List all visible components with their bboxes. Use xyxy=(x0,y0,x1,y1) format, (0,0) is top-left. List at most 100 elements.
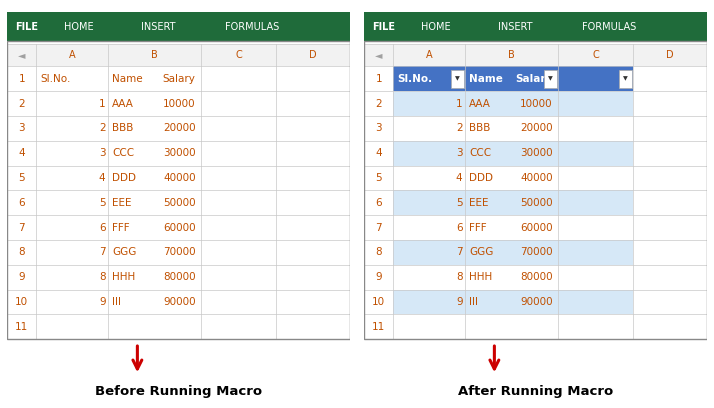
Text: D: D xyxy=(666,51,674,60)
Text: AAA: AAA xyxy=(112,99,134,109)
Text: CCC: CCC xyxy=(112,148,134,158)
Text: 40000: 40000 xyxy=(520,173,553,183)
Text: 60000: 60000 xyxy=(520,223,553,233)
Text: INSERT: INSERT xyxy=(141,22,175,32)
Text: FILE: FILE xyxy=(15,22,39,32)
FancyBboxPatch shape xyxy=(544,69,557,88)
Bar xyxy=(7,44,350,67)
Text: Sl.No.: Sl.No. xyxy=(398,74,433,84)
Text: 4: 4 xyxy=(376,148,382,158)
Text: 90000: 90000 xyxy=(163,297,196,307)
Text: EEE: EEE xyxy=(469,198,489,208)
Bar xyxy=(393,141,633,166)
Text: 2: 2 xyxy=(99,124,106,133)
Text: B: B xyxy=(508,51,515,60)
Text: Before Running Macro: Before Running Macro xyxy=(95,385,262,398)
Text: FFF: FFF xyxy=(112,223,130,233)
Text: EEE: EEE xyxy=(112,198,132,208)
Text: FORMULAS: FORMULAS xyxy=(225,22,279,32)
Text: 8: 8 xyxy=(376,247,382,257)
Text: III: III xyxy=(112,297,121,307)
Text: 5: 5 xyxy=(19,173,25,183)
Text: BBB: BBB xyxy=(112,124,134,133)
Text: HOME: HOME xyxy=(64,22,94,32)
FancyBboxPatch shape xyxy=(619,69,632,88)
Text: 5: 5 xyxy=(456,198,463,208)
Text: 50000: 50000 xyxy=(520,198,553,208)
Text: 9: 9 xyxy=(376,272,382,282)
Text: 3: 3 xyxy=(376,124,382,133)
Bar xyxy=(7,12,46,41)
Bar xyxy=(393,91,633,116)
Text: 40000: 40000 xyxy=(163,173,196,183)
Text: 90000: 90000 xyxy=(520,297,553,307)
Text: AAA: AAA xyxy=(469,99,491,109)
Text: A: A xyxy=(69,51,76,60)
Text: 5: 5 xyxy=(99,198,106,208)
Text: Sl.No.: Sl.No. xyxy=(41,74,71,84)
Text: 1: 1 xyxy=(376,74,382,84)
Bar xyxy=(393,67,633,91)
Text: ▼: ▼ xyxy=(623,76,628,81)
Text: 6: 6 xyxy=(99,223,106,233)
Text: 7: 7 xyxy=(456,247,463,257)
Text: INSERT: INSERT xyxy=(498,22,532,32)
Bar xyxy=(393,240,633,265)
Text: 6: 6 xyxy=(376,198,382,208)
Text: D: D xyxy=(309,51,317,60)
Text: 3: 3 xyxy=(456,148,463,158)
Text: 30000: 30000 xyxy=(520,148,553,158)
Text: 30000: 30000 xyxy=(163,148,196,158)
Text: 70000: 70000 xyxy=(163,247,196,257)
Text: 80000: 80000 xyxy=(163,272,196,282)
Text: 10: 10 xyxy=(372,297,386,307)
Text: Name: Name xyxy=(469,74,503,84)
Text: 2: 2 xyxy=(19,99,25,109)
Text: 8: 8 xyxy=(99,272,106,282)
Text: A: A xyxy=(426,51,433,60)
Text: Salary: Salary xyxy=(516,74,553,84)
Bar xyxy=(393,191,633,215)
Text: 2: 2 xyxy=(376,99,382,109)
Text: HHH: HHH xyxy=(112,272,136,282)
Text: 9: 9 xyxy=(99,297,106,307)
Text: CCC: CCC xyxy=(469,148,491,158)
Text: 10: 10 xyxy=(15,297,29,307)
Bar xyxy=(364,44,707,67)
Bar xyxy=(393,290,633,314)
Text: 4: 4 xyxy=(19,148,25,158)
Text: 11: 11 xyxy=(15,322,29,332)
Text: BBB: BBB xyxy=(469,124,491,133)
Text: FILE: FILE xyxy=(372,22,396,32)
Text: FORMULAS: FORMULAS xyxy=(582,22,636,32)
Bar xyxy=(364,41,707,339)
Text: 6: 6 xyxy=(19,198,25,208)
Text: B: B xyxy=(151,51,158,60)
Text: Salary: Salary xyxy=(163,74,196,84)
Text: 3: 3 xyxy=(99,148,106,158)
Text: 80000: 80000 xyxy=(520,272,553,282)
Bar xyxy=(364,12,403,41)
Text: DDD: DDD xyxy=(469,173,493,183)
Text: 1: 1 xyxy=(19,74,25,84)
Text: GGG: GGG xyxy=(469,247,493,257)
Text: 11: 11 xyxy=(372,322,386,332)
Text: 7: 7 xyxy=(376,223,382,233)
Text: DDD: DDD xyxy=(112,173,136,183)
Bar xyxy=(364,12,707,41)
Text: 10000: 10000 xyxy=(163,99,196,109)
Text: 10000: 10000 xyxy=(520,99,553,109)
Text: ◄: ◄ xyxy=(375,51,383,60)
Text: C: C xyxy=(592,51,599,60)
Text: 2: 2 xyxy=(456,124,463,133)
Text: 5: 5 xyxy=(376,173,382,183)
Text: Name: Name xyxy=(112,74,143,84)
Text: 60000: 60000 xyxy=(163,223,196,233)
Text: 50000: 50000 xyxy=(163,198,196,208)
Text: 9: 9 xyxy=(19,272,25,282)
Text: ▼: ▼ xyxy=(456,76,460,81)
Text: HOME: HOME xyxy=(421,22,451,32)
Text: 4: 4 xyxy=(456,173,463,183)
Text: 6: 6 xyxy=(456,223,463,233)
Text: GGG: GGG xyxy=(112,247,136,257)
